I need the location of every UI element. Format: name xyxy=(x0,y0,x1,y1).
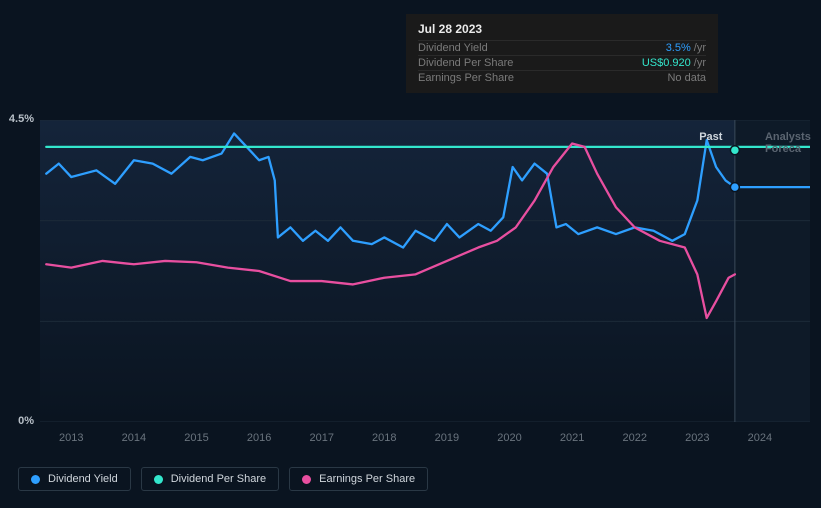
x-axis-label: 2023 xyxy=(685,432,709,444)
legend-dot-icon xyxy=(31,475,40,484)
tooltip-label: Earnings Per Share xyxy=(418,72,514,84)
tooltip-row: Dividend Yield 3.5%/yr xyxy=(418,40,706,55)
legend-item[interactable]: Dividend Yield xyxy=(18,467,131,491)
period-label: Past xyxy=(699,131,722,143)
tooltip-value: No data xyxy=(667,72,706,84)
tooltip-row: Earnings Per Share No data xyxy=(418,70,706,85)
tooltip-unit: /yr xyxy=(694,42,706,54)
tooltip-rows: Dividend Yield 3.5%/yr Dividend Per Share U… xyxy=(418,40,706,85)
x-axis-label: 2014 xyxy=(122,432,146,444)
tooltip-unit: /yr xyxy=(694,57,706,69)
tooltip-date: Jul 28 2023 xyxy=(418,22,706,36)
chart-plot-area[interactable] xyxy=(40,120,810,422)
x-axis-label: 2013 xyxy=(59,432,83,444)
x-axis-label: 2024 xyxy=(748,432,772,444)
legend-item[interactable]: Dividend Per Share xyxy=(141,467,279,491)
legend-item[interactable]: Earnings Per Share xyxy=(289,467,428,491)
legend-dot-icon xyxy=(154,475,163,484)
hover-marker xyxy=(730,183,739,192)
tooltip-label: Dividend Yield xyxy=(418,42,488,54)
legend-dot-icon xyxy=(302,475,311,484)
legend-label: Earnings Per Share xyxy=(319,473,415,485)
x-axis-label: 2015 xyxy=(184,432,208,444)
x-axis-label: 2018 xyxy=(372,432,396,444)
tooltip-row: Dividend Per Share US$0.920/yr xyxy=(418,55,706,70)
x-axis-label: 2021 xyxy=(560,432,584,444)
tooltip-label: Dividend Per Share xyxy=(418,57,513,69)
legend-label: Dividend Yield xyxy=(48,473,118,485)
legend-label: Dividend Per Share xyxy=(171,473,266,485)
y-axis-label: 4.5% xyxy=(9,113,34,125)
y-axis-label: 0% xyxy=(18,415,34,427)
tooltip-value: US$0.920 xyxy=(642,57,691,69)
x-axis-label: 2017 xyxy=(309,432,333,444)
period-label: Analysts Foreca xyxy=(765,131,821,155)
x-axis-label: 2016 xyxy=(247,432,271,444)
tooltip-value: 3.5% xyxy=(666,42,691,54)
hover-marker xyxy=(730,146,739,155)
x-axis-label: 2020 xyxy=(497,432,521,444)
x-axis-label: 2022 xyxy=(622,432,646,444)
x-axis-label: 2019 xyxy=(435,432,459,444)
chart-tooltip: Jul 28 2023 Dividend Yield3.5%/yrDividen… xyxy=(406,14,718,93)
chart-legend: Dividend Yield Dividend Per Share Earnings… xyxy=(18,467,428,491)
